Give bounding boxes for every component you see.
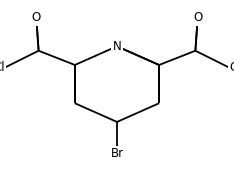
Text: Cl: Cl	[229, 61, 234, 74]
Text: Br: Br	[110, 147, 124, 161]
Text: N: N	[113, 40, 121, 53]
Text: O: O	[32, 11, 41, 24]
Text: O: O	[193, 11, 202, 24]
Text: Cl: Cl	[0, 61, 5, 74]
